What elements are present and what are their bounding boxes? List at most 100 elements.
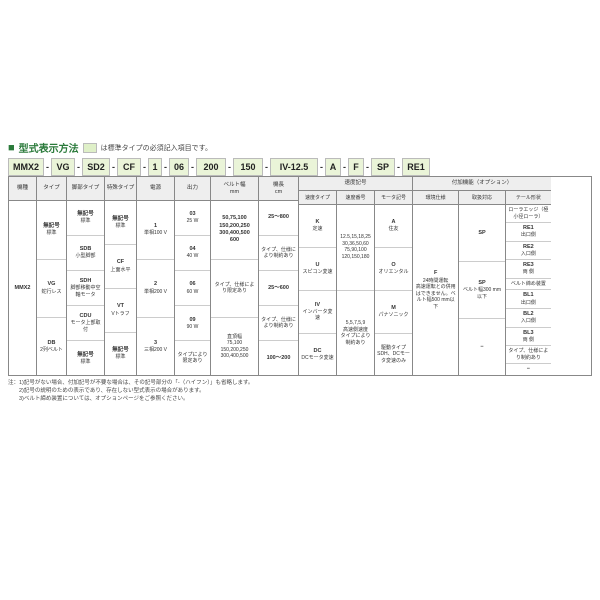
cell: −	[506, 364, 551, 375]
cell: 0990 W	[175, 306, 210, 341]
col-c4: 電源1単相100 V2単相200 V3三相200 V	[137, 177, 175, 375]
footnote-2: 3)ベルト締め装置については、オプションページをご参照ください。	[8, 396, 592, 404]
model-sep: -	[162, 158, 169, 176]
model-part-1: VG	[51, 158, 75, 176]
model-string-row: MMX2-VG-SD2-CF-1-06-200-150-IV-12.5-A-F-…	[8, 158, 592, 176]
model-part-10: F	[348, 158, 364, 176]
col-c0: 機種MMX2	[9, 177, 37, 375]
cell: A住友	[375, 205, 412, 248]
spec-table: 機種MMX2タイプ無記号標準VG蛇行レスDB2列ベルト脚部タイプ無記号標準SDB…	[8, 176, 592, 376]
cell: CDUモータ上部取付	[67, 306, 104, 341]
cell: タイプにより限定あり	[175, 341, 210, 375]
model-part-9: A	[325, 158, 341, 176]
col-header: 速度記号	[299, 177, 412, 191]
cell: DB2列ベルト	[37, 318, 66, 376]
model-part-7: 150	[233, 158, 263, 176]
col-c3: 特殊タイプ無記号標準CF上面水平VTVトラフ無記号標準	[105, 177, 137, 375]
cell: 0325 W	[175, 201, 210, 236]
cell: 直頂幅 75,100 150,200,250 300,400,500	[211, 318, 258, 376]
model-part-0: MMX2	[8, 158, 44, 176]
sub-header: 環境仕様	[413, 191, 459, 204]
cell: 1単相100 V	[137, 201, 174, 260]
col-header: 出力	[175, 177, 210, 201]
model-sep: -	[44, 158, 51, 176]
cell: 0440 W	[175, 236, 210, 271]
cell: 無記号標準	[37, 201, 66, 260]
col-c6: ベルト幅 mm50,75,100 150,200,250 300,400,500…	[211, 177, 259, 375]
cell: タイプ、仕様により制約あり	[506, 346, 551, 364]
col-header: 付加機能（オプション）	[413, 177, 551, 191]
cell: 0660 W	[175, 271, 210, 306]
cell: ローラエッジ（極小径ローラ）	[506, 205, 551, 223]
cell: タイプ、仕様により制約あり	[259, 306, 298, 341]
cell: DCDCモータ変速	[299, 334, 336, 376]
heading-legend-box	[83, 143, 97, 153]
cell: 無記号標準	[67, 341, 104, 375]
subcol: K定速Uスピコン変速IVインバータ変速DCDCモータ変速	[299, 205, 337, 375]
sub-header: 取扱対応	[459, 191, 505, 204]
cell: 12.5,15,18,25 30,36,50,60 75,90,100 120,…	[337, 205, 374, 291]
col-c9: 付加機能（オプション）環境仕様取扱対応テール形状F24時間運転 高速運転との併用…	[413, 177, 551, 375]
col-header: 機長 cm	[259, 177, 298, 201]
model-sep: -	[141, 158, 148, 176]
col-c1: タイプ無記号標準VG蛇行レスDB2列ベルト	[37, 177, 67, 375]
cell: BL1出口側	[506, 290, 551, 309]
cell: タイプ、仕様により制約あり	[259, 236, 298, 271]
model-part-12: RE1	[402, 158, 430, 176]
subcol: 12.5,15,18,25 30,36,50,60 75,90,100 120,…	[337, 205, 375, 375]
cell: −	[459, 319, 504, 375]
cell: SDH脚部移動中空軸モータ	[67, 271, 104, 306]
cell: 25〜800	[259, 201, 298, 236]
cell: CF上面水平	[105, 245, 136, 289]
model-sep: -	[341, 158, 348, 176]
col-header: ベルト幅 mm	[211, 177, 258, 201]
cell: 3三相200 V	[137, 318, 174, 376]
model-sep: -	[226, 158, 233, 176]
cell: Oオリエンタル	[375, 248, 412, 291]
cell: 5,5,7,5,9 高速側速度 タイプにより制約あり	[337, 291, 374, 376]
cell: RE3両 側	[506, 260, 551, 279]
footnotes: 注：1)記号がない場合、付加記号が不要な場合は、その記号部分の「-（ハイフン）」…	[8, 380, 592, 403]
heading-title: 型式表示方法	[19, 140, 79, 155]
model-part-11: SP	[371, 158, 395, 176]
cell: 無記号標準	[105, 201, 136, 245]
col-c7: 機長 cm25〜800タイプ、仕様により制約あり25〜600タイプ、仕様により制…	[259, 177, 299, 375]
cell: VG蛇行レス	[37, 260, 66, 319]
col-header: 機種	[9, 177, 36, 201]
model-part-3: CF	[117, 158, 141, 176]
cell: BL3両 側	[506, 328, 551, 347]
col-header: 電源	[137, 177, 174, 201]
model-sep: -	[75, 158, 82, 176]
cell: タイプ、仕様により限定あり	[211, 260, 258, 319]
col-c5: 出力0325 W0440 W0660 W0990 Wタイプにより限定あり	[175, 177, 211, 375]
model-part-2: SD2	[82, 158, 110, 176]
col-c2: 脚部タイプ無記号標準SDB小型脚部SDH脚部移動中空軸モータCDUモータ上部取付…	[67, 177, 105, 375]
cell: MMX2	[9, 201, 36, 375]
model-part-5: 06	[169, 158, 189, 176]
heading: ■ 型式表示方法 は標準タイプの必須記入項目です。	[8, 140, 592, 155]
cell: 無記号標準	[105, 333, 136, 376]
model-sep: -	[189, 158, 196, 176]
cell: Uスピコン変速	[299, 248, 336, 291]
model-part-8: IV-12.5	[270, 158, 318, 176]
model-part-6: 200	[196, 158, 226, 176]
cell: 50,75,100 150,200,250 300,400,500 600	[211, 201, 258, 260]
footnote-1: 2)記号の説明のための表示であり、存在しない型式表示の場合があります。	[8, 388, 592, 396]
subcol: A住友OオリエンタルMパナソニック駆動タイプSDH、DCモータ変速のみ	[375, 205, 412, 375]
model-sep: -	[395, 158, 402, 176]
model-sep: -	[263, 158, 270, 176]
cell: Mパナソニック	[375, 291, 412, 334]
col-header: タイプ	[37, 177, 66, 201]
subcol: SPSPベルト幅300 mm以下−	[459, 205, 505, 375]
cell: SDB小型脚部	[67, 236, 104, 271]
cell: 100〜200	[259, 341, 298, 375]
cell: 25〜600	[259, 271, 298, 306]
heading-note: は標準タイプの必須記入項目です。	[101, 143, 212, 153]
cell: K定速	[299, 205, 336, 248]
subcol: ローラエッジ（極小径ローラ）RE1出口側RE2入口側RE3両 側ベルト締め装置B…	[506, 205, 551, 375]
cell: SP	[459, 205, 504, 262]
sub-header: 速度番号	[337, 191, 375, 204]
heading-square: ■	[8, 142, 15, 154]
model-sep: -	[110, 158, 117, 176]
model-sep: -	[318, 158, 325, 176]
